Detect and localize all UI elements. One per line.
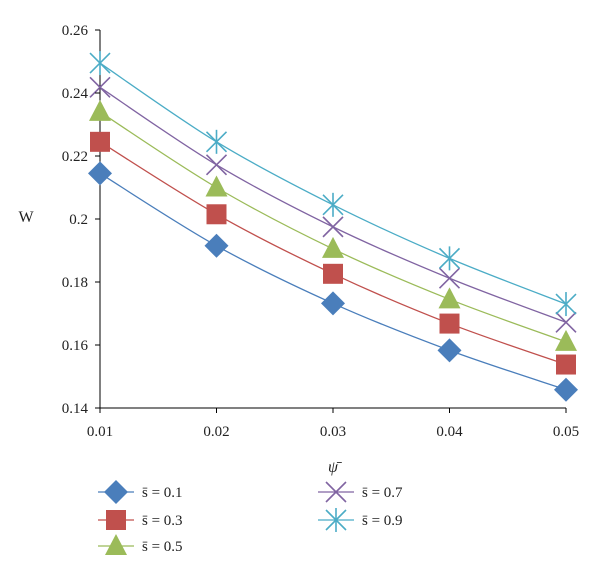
data-point-s4 [205,154,228,176]
data-point-s2 [206,204,227,225]
data-point-s4-stroke [89,76,111,98]
legend-marker [105,534,127,555]
x-tick-label: 0.02 [203,424,229,440]
data-point-s4-stroke [205,154,228,176]
data-point-s4 [89,76,111,98]
y-tick-label: 0.18 [62,275,88,291]
y-axis-label: W [18,209,34,226]
data-point-s3 [438,287,461,309]
data-point-s2 [556,354,576,375]
legend-item-3: s̄ = 0.5 [98,534,183,555]
data-point-s3 [322,236,344,258]
legend: s̄ = 0.1 s̄ = 0.3 s̄ = 0.5 s̄ = 0.7 s̄ = 0.9 [98,480,403,555]
data-point-s4-stroke [555,311,577,333]
data-point-s2 [323,263,343,284]
data-point-s3 [205,175,228,197]
legend-marker [104,480,128,504]
x-tick-label: 0.05 [553,424,579,440]
x-tick-label: 0.04 [436,424,463,440]
data-point-s5 [555,292,577,317]
data-point-s4-stroke [438,267,461,289]
data-point-s3 [555,329,577,351]
data-point-s1 [321,291,345,316]
plot-area [88,30,578,409]
legend-label: s̄ = 0.1 [142,485,183,501]
data-point-s4-stroke [322,216,344,238]
data-point-s2 [90,131,110,152]
y-tick-label: 0.26 [62,23,89,39]
legend-label: s̄ = 0.5 [142,539,183,555]
x-axis: 0.01 0.02 0.03 0.04 0.05 [87,408,579,440]
y-tick-label: 0.16 [62,338,89,354]
legend-marker [325,508,347,532]
data-point-s2 [439,313,460,334]
legend-label: s̄ = 0.3 [142,513,183,529]
y-tick-label: 0.14 [62,401,89,417]
data-point-s5 [205,129,228,154]
x-axis-label: ψ̄ [328,459,342,476]
legend-label: s̄ = 0.9 [362,513,403,529]
legend-item-2: s̄ = 0.3 [98,510,183,530]
data-point-s1 [204,233,229,258]
data-point-s1 [437,338,462,363]
x-tick-label: 0.01 [87,424,113,440]
data-point-s5 [89,51,111,76]
data-point-s4 [555,311,577,333]
legend-item-4: s̄ = 0.7 [318,481,403,503]
legend-marker [325,481,347,503]
y-tick-label: 0.24 [62,86,89,102]
y-tick-label: 0.2 [69,212,88,228]
data-point-s4 [438,267,461,289]
x-tick-label: 0.03 [320,424,346,440]
legend-item-5: s̄ = 0.9 [318,508,403,532]
legend-item-1: s̄ = 0.1 [98,480,183,504]
data-point-s1 [88,161,112,186]
legend-label: s̄ = 0.7 [362,485,403,501]
y-tick-label: 0.22 [62,149,88,165]
legend-marker [106,510,126,530]
data-point-s5 [322,192,344,217]
y-axis: 0.14 0.16 0.18 0.2 0.22 0.24 0.26 [62,23,100,417]
data-point-s1 [554,377,578,402]
legend-marker-stroke [325,481,347,503]
data-point-s3 [89,99,111,121]
data-point-s4 [322,216,344,238]
data-point-s5 [438,246,461,271]
